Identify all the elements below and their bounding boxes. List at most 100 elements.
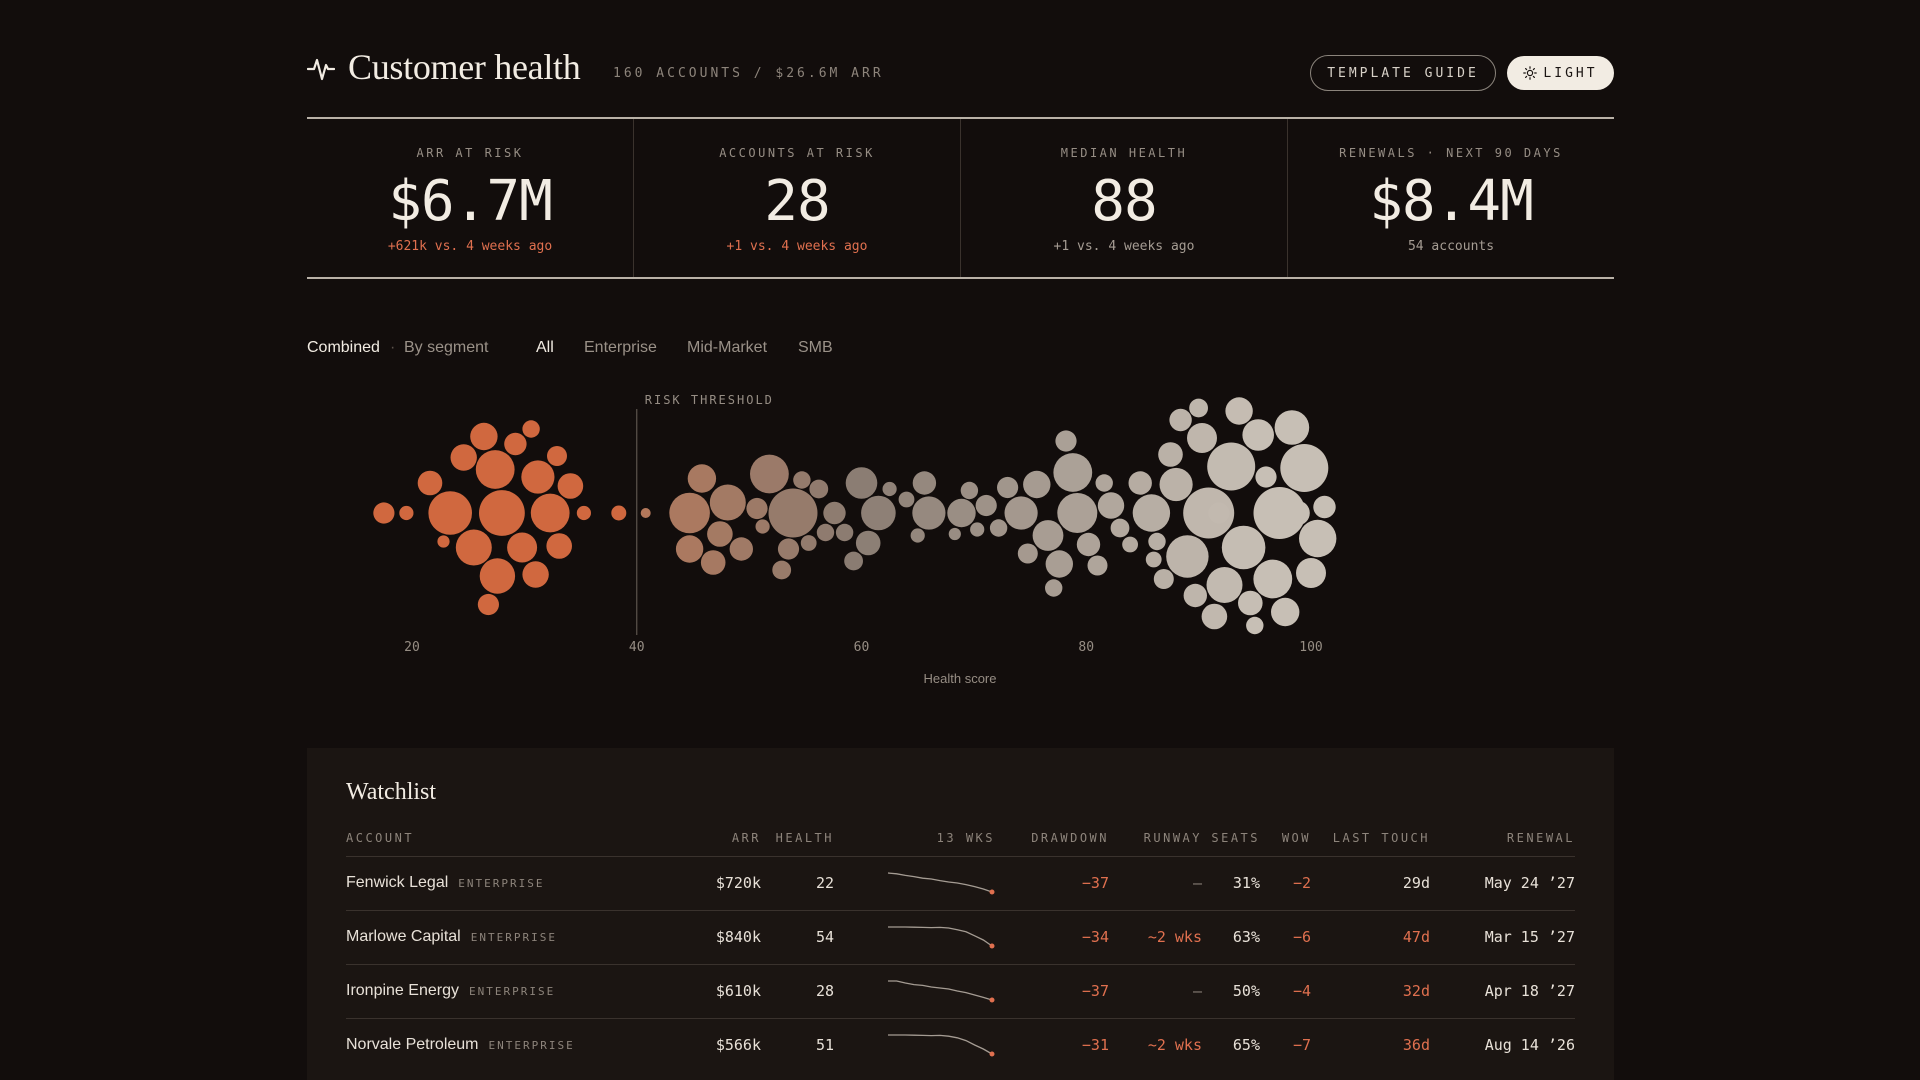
column-header-seats[interactable]: SEATS xyxy=(1211,831,1260,845)
account-bubble[interactable] xyxy=(1169,408,1192,432)
account-bubble[interactable] xyxy=(450,444,477,471)
account-cell[interactable]: Fenwick Legal ENTERPRISE xyxy=(346,874,545,892)
account-bubble[interactable] xyxy=(910,528,925,543)
account-bubble[interactable] xyxy=(1206,567,1243,603)
account-bubble[interactable] xyxy=(1166,535,1209,578)
account-bubble[interactable] xyxy=(1253,559,1293,599)
account-bubble[interactable] xyxy=(1255,466,1277,488)
account-bubble[interactable] xyxy=(521,460,555,494)
account-bubble[interactable] xyxy=(475,450,515,489)
column-header-wow[interactable]: WOW xyxy=(1281,831,1311,845)
account-bubble[interactable] xyxy=(669,492,710,534)
column-header-health[interactable]: HEALTH xyxy=(775,831,834,845)
account-bubble[interactable] xyxy=(1128,471,1152,495)
account-bubble[interactable] xyxy=(845,467,878,499)
account-bubble[interactable] xyxy=(1158,442,1183,467)
account-bubble[interactable] xyxy=(1097,492,1125,519)
column-header-last-touch[interactable]: LAST TOUCH xyxy=(1332,831,1430,845)
account-bubble[interactable] xyxy=(1032,520,1064,551)
account-bubble[interactable] xyxy=(675,535,704,563)
account-bubble[interactable] xyxy=(576,505,591,521)
account-bubble[interactable] xyxy=(1280,444,1329,492)
account-bubble[interactable] xyxy=(1274,410,1310,445)
account-bubble[interactable] xyxy=(1045,550,1073,578)
account-bubble[interactable] xyxy=(507,532,538,563)
theme-toggle-button[interactable]: LIGHT xyxy=(1507,56,1614,90)
account-bubble[interactable] xyxy=(1055,430,1077,452)
account-bubble[interactable] xyxy=(477,593,499,616)
table-row[interactable]: Ironpine Energy ENTERPRISE $610k 28 −37 — 50% −… xyxy=(346,964,1575,1018)
account-bubble[interactable] xyxy=(844,551,863,571)
account-bubble[interactable] xyxy=(1189,398,1208,418)
account-bubble[interactable] xyxy=(729,537,753,561)
account-bubble[interactable] xyxy=(611,505,627,521)
account-bubble[interactable] xyxy=(1110,518,1130,538)
account-bubble[interactable] xyxy=(1221,525,1266,570)
account-bubble[interactable] xyxy=(428,491,472,535)
column-header-13wks[interactable]: 13 WKS xyxy=(936,831,995,845)
account-bubble[interactable] xyxy=(1004,496,1038,530)
account-bubble[interactable] xyxy=(1285,500,1310,526)
account-bubble[interactable] xyxy=(373,502,395,524)
account-bubble[interactable] xyxy=(772,560,792,580)
account-bubble[interactable] xyxy=(947,498,976,528)
account-bubble[interactable] xyxy=(522,420,540,438)
account-bubble[interactable] xyxy=(793,471,811,489)
segment-filter-smb[interactable]: SMB xyxy=(798,339,833,356)
account-bubble[interactable] xyxy=(997,476,1019,499)
account-bubble[interactable] xyxy=(479,490,525,536)
account-bubble[interactable] xyxy=(989,519,1008,537)
table-row[interactable]: Marlowe Capital ENTERPRISE $840k 54 −34 ~2 wk… xyxy=(346,910,1575,964)
account-bubble[interactable] xyxy=(816,523,835,542)
account-bubble[interactable] xyxy=(1246,616,1264,635)
account-bubble[interactable] xyxy=(1053,453,1093,492)
account-bubble[interactable] xyxy=(709,484,746,521)
account-bubble[interactable] xyxy=(861,495,896,531)
column-header-account[interactable]: ACCOUNT xyxy=(346,831,415,845)
account-bubble[interactable] xyxy=(1023,470,1051,499)
account-bubble[interactable] xyxy=(687,464,717,493)
account-bubble[interactable] xyxy=(1145,551,1162,568)
account-cell[interactable]: Marlowe Capital ENTERPRISE xyxy=(346,928,557,946)
account-bubble[interactable] xyxy=(970,522,985,537)
account-bubble[interactable] xyxy=(1183,583,1207,608)
view-by-segment-tab[interactable]: By segment xyxy=(404,339,489,356)
account-bubble[interactable] xyxy=(1242,419,1274,451)
account-bubble[interactable] xyxy=(1095,474,1113,492)
account-bubble[interactable] xyxy=(479,558,516,594)
account-bubble[interactable] xyxy=(960,481,979,500)
account-bubble[interactable] xyxy=(1132,494,1171,532)
account-bubble[interactable] xyxy=(800,535,817,551)
segment-filter-enterprise[interactable]: Enterprise xyxy=(584,339,657,356)
account-bubble[interactable] xyxy=(1313,495,1336,519)
account-bubble[interactable] xyxy=(1271,597,1300,627)
account-bubble[interactable] xyxy=(640,508,651,518)
table-row[interactable]: Norvale Petroleum ENTERPRISE $566k 51 −31 ~2 … xyxy=(346,1018,1575,1072)
account-bubble[interactable] xyxy=(912,496,946,530)
account-bubble[interactable] xyxy=(455,529,492,566)
account-bubble[interactable] xyxy=(912,471,937,495)
account-bubble[interactable] xyxy=(530,493,570,533)
account-bubble[interactable] xyxy=(1253,487,1306,539)
account-bubble[interactable] xyxy=(882,481,897,497)
account-bubble[interactable] xyxy=(948,527,961,541)
account-cell[interactable]: Ironpine Energy ENTERPRISE xyxy=(346,982,555,1000)
account-bubble[interactable] xyxy=(768,488,818,538)
account-bubble[interactable] xyxy=(1201,603,1228,630)
account-bubble[interactable] xyxy=(547,446,567,466)
account-bubble[interactable] xyxy=(823,501,846,525)
account-bubble[interactable] xyxy=(1208,502,1230,524)
account-bubble[interactable] xyxy=(437,535,450,548)
account-bubble[interactable] xyxy=(1076,532,1101,557)
account-bubble[interactable] xyxy=(975,494,997,517)
account-bubble[interactable] xyxy=(1045,579,1063,597)
template-guide-button[interactable]: TEMPLATE GUIDE xyxy=(1310,55,1496,91)
account-bubble[interactable] xyxy=(522,561,549,588)
column-header-drawdown[interactable]: DRAWDOWN xyxy=(1031,831,1109,845)
account-bubble[interactable] xyxy=(546,533,572,559)
account-bubble[interactable] xyxy=(1207,442,1256,491)
account-bubble[interactable] xyxy=(809,479,829,499)
account-bubble[interactable] xyxy=(504,432,527,456)
table-row[interactable]: Fenwick Legal ENTERPRISE $720k 22 −37 — 31% −2 2… xyxy=(346,856,1575,910)
account-bubble[interactable] xyxy=(470,422,498,451)
